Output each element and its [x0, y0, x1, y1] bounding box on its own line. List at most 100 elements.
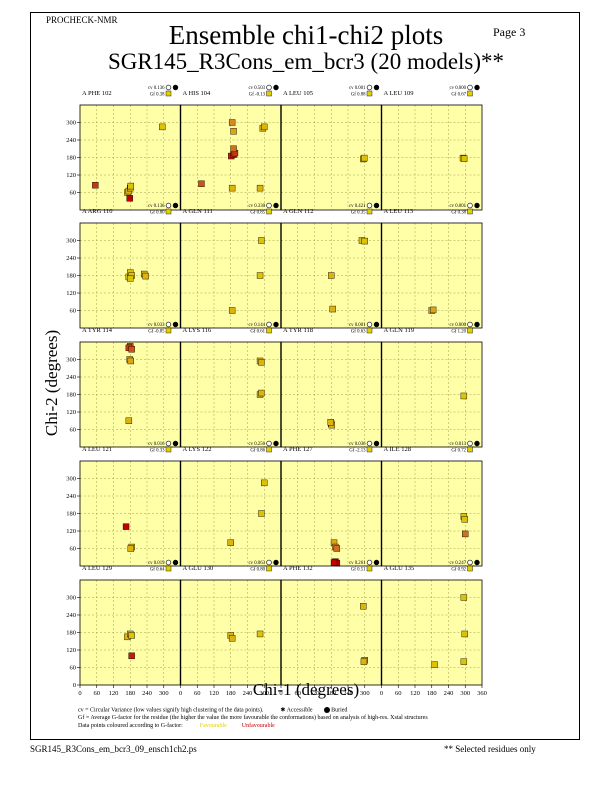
- y-tick-label: 120: [66, 290, 76, 297]
- gf-square-icon: [165, 565, 172, 572]
- gf-label: Gf 0.51: [351, 568, 366, 573]
- accessibility-icon: [474, 559, 480, 566]
- gf-square-icon: [266, 446, 272, 453]
- gf-label: Gf 0.33: [150, 449, 165, 454]
- x-tick-label: 300: [460, 690, 470, 697]
- y-tick-label: 180: [66, 392, 76, 399]
- cv-label: cv 0.000: [449, 323, 466, 328]
- y-tick-label: 240: [66, 137, 76, 144]
- accessibility-icon: [273, 202, 279, 209]
- gf-label: Gf 0.61: [250, 330, 265, 335]
- accessibility-icon: [172, 202, 179, 209]
- x-tick-label: 300: [259, 690, 269, 697]
- gf-label: Gf 0.38: [451, 211, 466, 216]
- residue-label: A LEU 109: [384, 90, 414, 97]
- accessibility-icon: [172, 321, 179, 328]
- data-point: [327, 419, 334, 426]
- y-tick-label: 240: [66, 374, 76, 381]
- gf-label: Gf -2.13: [349, 449, 366, 454]
- legend-unfavourable: Unfavourable: [241, 723, 275, 729]
- data-point: [127, 182, 135, 190]
- clock-icon: [467, 202, 473, 209]
- y-tick-label: 300: [66, 238, 76, 245]
- clock-icon: [266, 202, 272, 209]
- data-point: [258, 237, 265, 244]
- x-tick-label: 60: [94, 690, 101, 697]
- clock-icon: [366, 321, 373, 328]
- y-tick-label: 240: [66, 493, 76, 500]
- accessible-icon: ✱: [280, 707, 286, 714]
- data-point: [125, 417, 133, 424]
- y-tick-label: 60: [70, 308, 77, 315]
- residue-label: A TYR 114: [82, 327, 113, 334]
- accessibility-icon: [273, 559, 279, 566]
- residue-label: A PHE 102: [82, 90, 112, 97]
- legend-cv-line: cv = Circular Variance (low values signi…: [78, 707, 347, 714]
- gf-square-icon: [165, 446, 172, 453]
- residue-label: A LEU 113: [384, 208, 414, 215]
- data-point: [329, 305, 336, 313]
- gf-square-icon: [366, 446, 373, 453]
- data-point: [128, 632, 135, 639]
- accessibility-icon: [172, 559, 179, 566]
- gf-square-icon: [467, 208, 473, 215]
- residue-label: A LYS 122: [183, 446, 212, 453]
- x-tick-label: 120: [109, 690, 119, 697]
- cv-label: cv 0.247: [449, 561, 466, 566]
- footer-note: ** Selected residues only: [444, 744, 536, 754]
- data-point: [256, 184, 264, 192]
- clock-icon: [165, 202, 172, 209]
- data-point: [228, 307, 236, 314]
- cv-label: cv 0.503: [248, 86, 265, 91]
- program-name: PROCHECK-NMR: [46, 15, 118, 25]
- data-point: [461, 516, 468, 523]
- x-tick-label: 120: [209, 690, 219, 697]
- clock-icon: [467, 559, 473, 566]
- data-point: [258, 389, 265, 397]
- gf-label: Gf 1.20: [451, 330, 466, 335]
- x-tick-label: 300: [159, 690, 169, 697]
- clock-icon: [266, 559, 272, 566]
- data-point: [127, 357, 135, 365]
- gf-label: Gf 0.85: [250, 211, 265, 216]
- data-point: [258, 510, 265, 517]
- gf-square-icon: [366, 565, 373, 572]
- cv-label: cv 0.036: [349, 442, 366, 447]
- page-frame: [30, 12, 580, 740]
- clock-icon: [266, 84, 272, 91]
- data-point: [122, 523, 130, 530]
- gf-label: Gf 0.80: [250, 568, 265, 573]
- residue-label: A PHE 132: [283, 565, 313, 572]
- data-point: [460, 594, 468, 601]
- chart-title: Ensemble chi1-chi2 plots: [168, 20, 444, 50]
- accessibility-icon: [373, 559, 380, 566]
- cv-label: cv 0.013: [449, 442, 466, 447]
- residue-label: A GLN 119: [384, 327, 414, 334]
- residue-label: A LYS 116: [183, 327, 212, 334]
- y-tick-label: 60: [70, 190, 77, 197]
- data-point: [461, 630, 468, 638]
- data-point: [228, 635, 236, 642]
- clock-icon: [165, 321, 172, 328]
- clock-icon: [366, 84, 373, 91]
- accessibility-icon: [172, 84, 179, 91]
- data-point: [128, 652, 135, 660]
- gf-square-icon: [165, 90, 172, 97]
- y-tick-label: 240: [66, 255, 76, 262]
- gf-square-icon: [165, 327, 172, 334]
- data-point: [261, 479, 268, 487]
- gf-label: Gf 0.67: [451, 93, 466, 98]
- cv-label: cv 0.016: [148, 442, 165, 447]
- gf-square-icon: [467, 446, 473, 453]
- y-tick-label: 180: [66, 155, 76, 162]
- data-point: [258, 359, 265, 366]
- gf-square-icon: [266, 90, 272, 97]
- accessibility-icon: [273, 321, 279, 328]
- gf-square-icon: [165, 208, 172, 215]
- data-point: [460, 658, 468, 665]
- x-axis-label: Chi-1 (degrees): [252, 680, 360, 699]
- y-tick-label: 120: [66, 528, 76, 535]
- footer-filename: SGR145_R3Cons_em_bcr3_09_ensch1ch2.ps: [30, 744, 197, 754]
- gf-label: Gf 0.63: [351, 330, 366, 335]
- y-tick-label: 120: [66, 647, 76, 654]
